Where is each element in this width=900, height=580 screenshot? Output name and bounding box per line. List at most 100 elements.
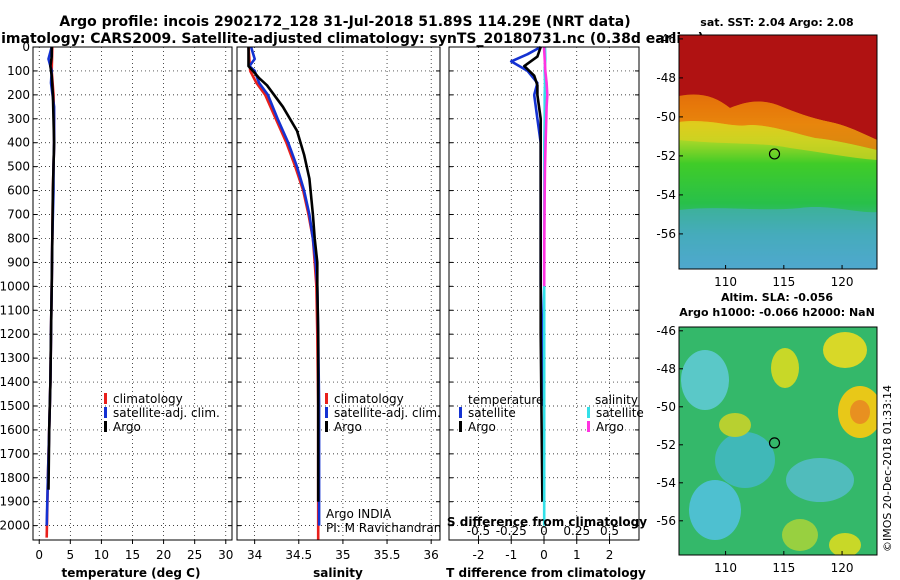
sla-blob (850, 400, 870, 424)
legend-title-salinity: salinity (595, 393, 638, 407)
map-x-tick-label: 115 (772, 275, 795, 289)
legend-swatch-argo (325, 421, 328, 432)
sst-map-title: sat. SST: 2.04 Argo: 2.08 (700, 16, 853, 29)
annotation-argo-india: Argo INDIA (326, 507, 392, 521)
legend-swatch-climatology (104, 393, 107, 404)
sst-cold-region (679, 207, 877, 269)
legend-label-s-argo: Argo (596, 420, 624, 434)
sla-blob (719, 413, 751, 437)
x-tick-label: 36 (424, 548, 439, 562)
imos-credit: ©IMOS 20-Dec-2018 01:33:14 (881, 385, 894, 552)
x-tick-label: 1 (573, 548, 581, 562)
legend-swatch-satellite (325, 407, 328, 418)
sst-map-frame (678, 34, 878, 270)
sla-blob (689, 480, 741, 540)
legend-label-argo: Argo (113, 420, 141, 434)
sla-blob (823, 332, 867, 368)
salinity-xlabel: salinity (313, 566, 363, 580)
sla-blob (786, 458, 854, 502)
legend-label-t-argo: Argo (468, 420, 496, 434)
sla-blob (829, 533, 861, 555)
top-x-tick-label: 0 (540, 524, 548, 538)
legend-label-argo: Argo (334, 420, 362, 434)
y-tick-label: 1200 (0, 327, 30, 341)
sla-map-title-line1: Altim. SLA: -0.056 (721, 291, 833, 304)
y-tick-label: 1900 (0, 495, 30, 509)
sst-map-axes: 110 115 120 -46 -48 -50 -52 -54 -56 (656, 32, 853, 289)
x-tick-label: 2 (606, 548, 614, 562)
map-y-tick-label: -48 (656, 362, 676, 376)
x-tick-label: 5 (66, 548, 74, 562)
y-tick-label: 400 (7, 136, 30, 150)
salinity-legend: climatology satellite-adj. clim. Argo Ar… (325, 392, 441, 535)
temperature-panel: 0 5 10 15 20 25 300100200300400500600700800900… (0, 40, 233, 562)
legend-swatch-climatology (325, 393, 328, 404)
x-tick-label: 34 (247, 548, 262, 562)
map-y-tick-label: -54 (656, 188, 676, 202)
y-tick-label: 1800 (0, 471, 30, 485)
x-tick-label: 30 (218, 548, 233, 562)
sst-front (679, 94, 877, 150)
difference-legend-temperature: temperature satellite Argo (459, 393, 543, 434)
legend-label-s-satellite: satellite (596, 406, 644, 420)
series-line-climatology (247, 46, 320, 540)
map-y-tick-label: -50 (656, 400, 676, 414)
temperature-xlabel: temperature (deg C) (62, 566, 201, 580)
map-y-tick-label: -56 (656, 227, 676, 241)
y-tick-label: 1100 (0, 303, 30, 317)
sla-map-axes: 110 115 120 -46 -48 -50 -52 -54 -56 (656, 324, 853, 575)
x-tick-label: 34.5 (285, 548, 312, 562)
temperature-legend: climatology satellite-adj. clim. Argo (104, 392, 220, 434)
map-x-tick-label: 120 (831, 275, 854, 289)
sla-blob (715, 432, 775, 488)
sst-map (679, 35, 877, 269)
x-tick-label: 15 (125, 548, 140, 562)
plot-frame (32, 46, 233, 541)
y-tick-label: 900 (7, 255, 30, 269)
map-y-tick-label: -56 (656, 514, 676, 528)
map-y-tick-label: -46 (656, 32, 676, 46)
y-tick-label: 1400 (0, 375, 30, 389)
sla-blob (771, 348, 799, 388)
sla-map-frame (678, 326, 878, 556)
map-y-tick-label: -50 (656, 110, 676, 124)
map-x-tick-label: 110 (714, 275, 737, 289)
y-tick-label: 100 (7, 64, 30, 78)
y-tick-label: 300 (7, 112, 30, 126)
annotation-pi-name: PI: M Ravichandran (326, 521, 441, 535)
legend-swatch-t-satellite (459, 407, 462, 418)
legend-label-t-satellite: satellite (468, 406, 516, 420)
figure-title-line1: Argo profile: incois 2902172_128 31-Jul-… (59, 14, 630, 30)
legend-label-satellite: satellite-adj. clim. (334, 406, 441, 420)
top-x-tick-label: 0.25 (563, 524, 590, 538)
y-tick-label: 1700 (0, 447, 30, 461)
sla-blob (681, 350, 729, 410)
map-x-tick-label: 115 (772, 561, 795, 575)
y-tick-label: 2000 (0, 519, 30, 533)
y-tick-label: 1300 (0, 351, 30, 365)
map-y-tick-label: -52 (656, 438, 676, 452)
y-tick-label: 700 (7, 208, 30, 222)
difference-panel: -0.5 -0.25 0 0.25 0.5 -2 -1 0 1 2 (448, 45, 640, 562)
map-y-tick-label: -48 (656, 71, 676, 85)
x-tick-label: 0 (35, 548, 43, 562)
legend-label-climatology: climatology (113, 392, 183, 406)
series-line-satellite-adj-clim- (248, 46, 321, 526)
sla-map-title-line2: Argo h1000: -0.066 h2000: NaN (679, 306, 875, 319)
map-y-tick-label: -54 (656, 476, 676, 490)
map-x-tick-label: 110 (714, 561, 737, 575)
legend-swatch-s-argo (587, 421, 590, 432)
legend-swatch-s-satellite (587, 407, 590, 418)
sst-yellow-band (679, 121, 877, 160)
y-tick-label: 1600 (0, 423, 30, 437)
sst-warm-region (679, 35, 877, 140)
sla-map (679, 327, 877, 555)
x-tick-label: 0 (540, 548, 548, 562)
salinity-panel: 34 34.5 35 35.5 36 (236, 46, 441, 562)
y-tick-label: 1500 (0, 399, 30, 413)
x-tick-label: 25 (187, 548, 202, 562)
top-x-tick-label: -0.5 (467, 524, 490, 538)
top-x-tick-label: 0.5 (600, 524, 619, 538)
legend-title-temperature: temperature (468, 393, 543, 407)
